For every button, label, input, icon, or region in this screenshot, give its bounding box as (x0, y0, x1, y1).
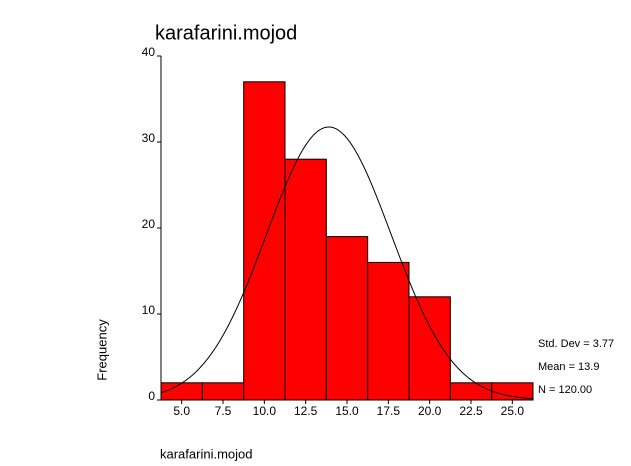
y-axis-label: Frequency (94, 319, 109, 381)
bar (325, 236, 369, 401)
x-tick-label: 17.5 (377, 404, 401, 418)
bar (408, 296, 451, 401)
y-tick-label: 20 (142, 217, 156, 231)
y-tick-label: 0 (148, 389, 155, 403)
bar (284, 158, 327, 401)
x-tick-label: 22.5 (459, 404, 483, 418)
stat-label: N = 120.00 (538, 384, 592, 396)
x-tick-label: 12.5 (294, 404, 318, 418)
y-tick-label: 30 (142, 131, 156, 145)
x-tick-label: 25.0 (501, 404, 525, 418)
y-tick-label: 10 (142, 303, 156, 317)
x-tick-label: 10.0 (253, 404, 277, 418)
y-tick-label: 40 (142, 45, 156, 59)
x-axis-label: karafarini.mojod (160, 446, 253, 461)
bar (201, 382, 245, 401)
stat-label: Mean = 13.9 (538, 361, 599, 373)
bar (449, 382, 493, 401)
bar (160, 382, 203, 401)
x-tick-label: 20.0 (418, 404, 442, 418)
bar (367, 261, 410, 401)
normal-curve (160, 126, 534, 400)
x-tick-label: 7.5 (215, 404, 232, 418)
x-tick-label: 15.0 (335, 404, 359, 418)
stat-label: Std. Dev = 3.77 (538, 338, 614, 350)
chart-title: karafarini.mojod (155, 22, 297, 44)
x-tick-label: 5.0 (173, 404, 190, 418)
bar (491, 382, 534, 401)
